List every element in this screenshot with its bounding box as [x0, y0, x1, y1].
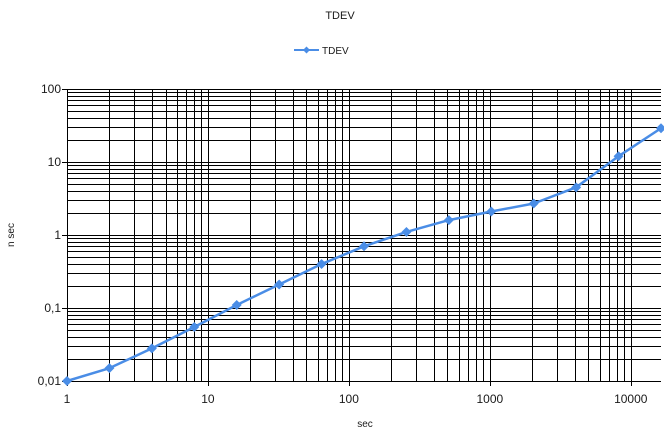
- legend: TDEV: [294, 46, 349, 57]
- data-point: [274, 279, 285, 290]
- data-point: [401, 226, 412, 237]
- y-tick-label: 0,1: [44, 301, 61, 315]
- data-point: [189, 321, 200, 332]
- data-point: [656, 123, 664, 134]
- y-axis-ticks: 0,01 0,1 1 10 100: [38, 82, 62, 388]
- x-tick-label: 100: [339, 392, 359, 406]
- data-point: [316, 259, 327, 270]
- data-point: [146, 343, 157, 354]
- y-tick-label: 0,01: [38, 374, 62, 388]
- data-point: [62, 376, 72, 386]
- x-tick-label: 1: [64, 392, 71, 406]
- series-tdev: [62, 123, 664, 386]
- legend-swatch-marker: [303, 46, 310, 54]
- data-point: [486, 206, 497, 217]
- x-tick-label: 1000: [476, 392, 503, 406]
- data-point: [359, 241, 369, 252]
- data-point: [571, 182, 582, 193]
- y-tick-label: 1: [54, 228, 61, 242]
- data-point: [613, 151, 624, 162]
- x-axis-ticks: 1 10 100 1000 10000: [64, 392, 648, 406]
- data-point: [443, 215, 454, 226]
- y-tick-label: 100: [41, 82, 61, 96]
- x-axis-title: sec: [357, 419, 373, 428]
- x-tick-label: 10: [201, 392, 215, 406]
- legend-label: TDEV: [322, 46, 349, 57]
- x-tick-label: 10000: [614, 392, 648, 406]
- data-point: [231, 299, 242, 310]
- data-point: [528, 198, 539, 209]
- series-line: [66, 127, 662, 383]
- data-point: [104, 363, 115, 374]
- y-axis-title: n sec: [6, 223, 17, 247]
- y-tick-label: 10: [48, 155, 62, 169]
- grid-major: [62, 89, 661, 386]
- chart-title: TDEV: [325, 10, 355, 22]
